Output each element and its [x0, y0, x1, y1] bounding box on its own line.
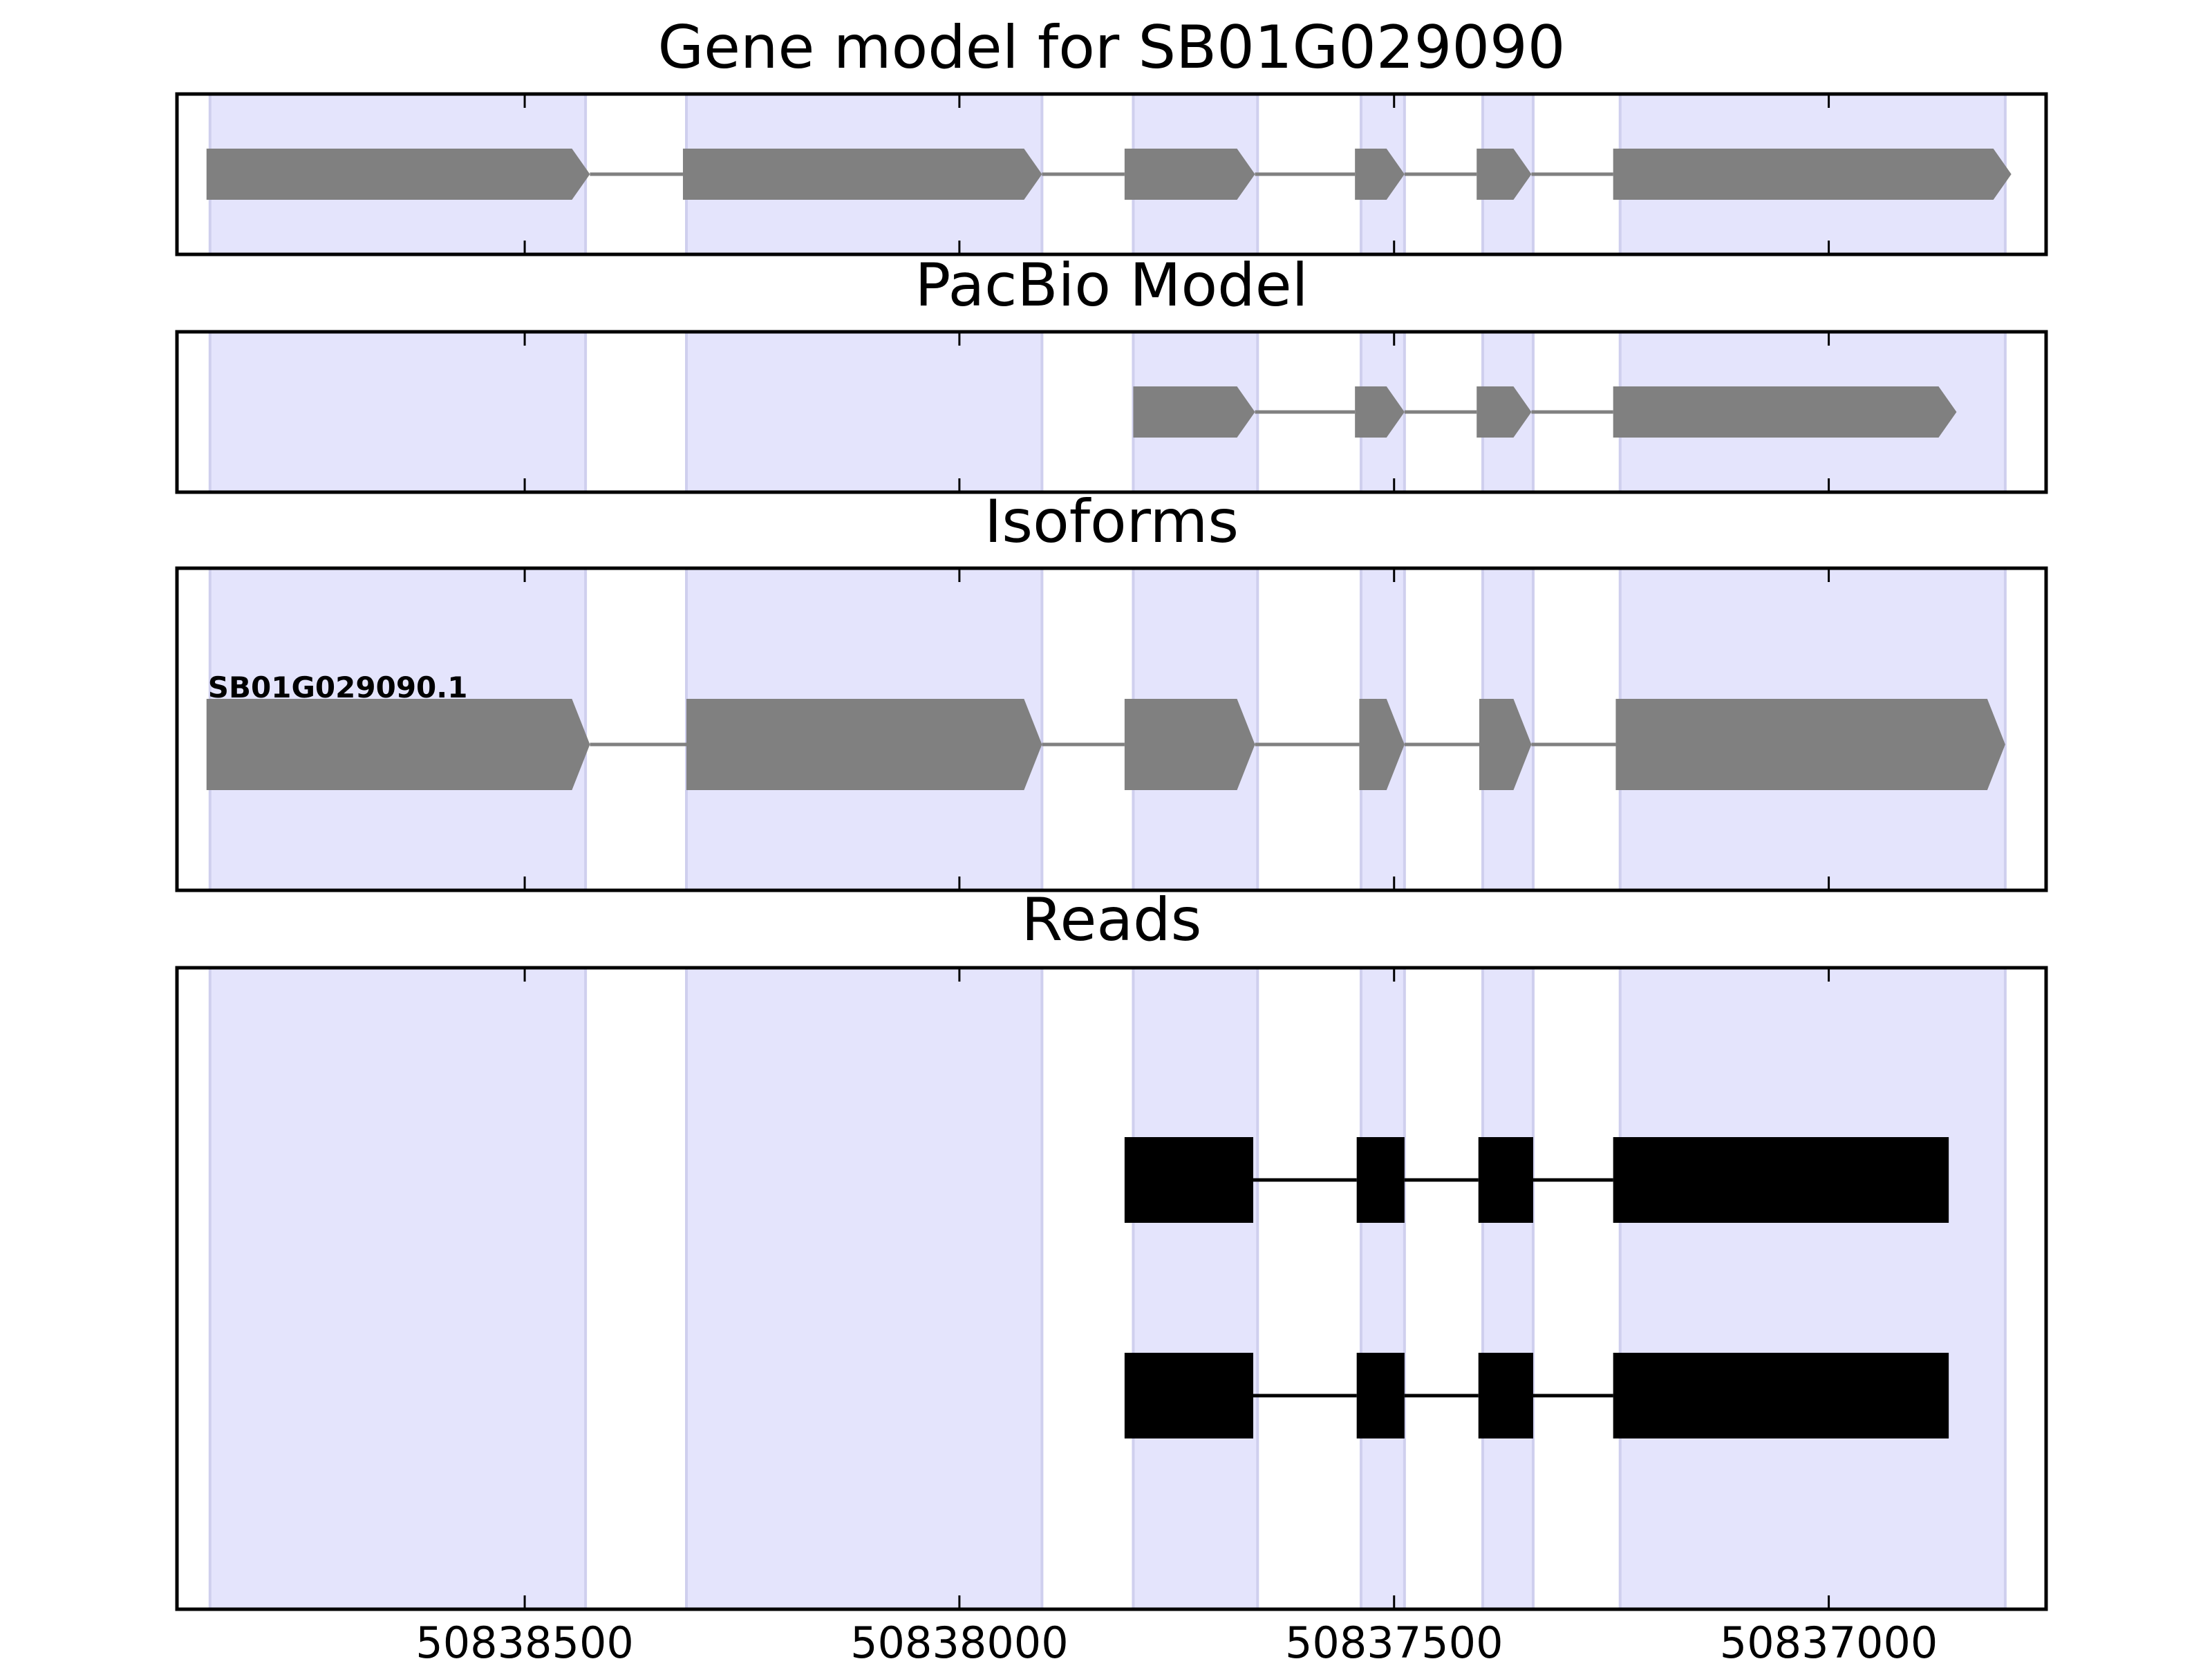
read-exon-block: [1613, 1353, 1949, 1438]
exon-arrow: [206, 699, 590, 790]
exon-region-highlight: [684, 330, 1044, 494]
exon-arrow: [1613, 386, 1957, 438]
exon-arrow: [1477, 149, 1532, 200]
exon-region-highlight: [1481, 966, 1535, 1611]
exon-arrow: [1355, 149, 1405, 200]
x-tick-label: 50837000: [1720, 1618, 1938, 1659]
panel-title: PacBio Model: [915, 251, 1308, 320]
read-exon-block: [1124, 1137, 1254, 1223]
panel-title: Gene model for SB01G029090: [658, 13, 1566, 82]
read-exon-block: [1356, 1137, 1405, 1223]
read-exon-block: [1478, 1353, 1533, 1438]
exon-arrow: [1124, 149, 1255, 200]
exon-region-highlight: [1618, 966, 2007, 1611]
exon-region-highlight: [1132, 966, 1259, 1611]
panel-frame: [175, 566, 2048, 892]
exon-region-highlight: [208, 330, 588, 494]
exon-arrow: [686, 699, 1042, 790]
x-tick-label: 50838000: [850, 1618, 1069, 1659]
exon-arrow: [682, 149, 1042, 200]
x-tick-label: 50837500: [1285, 1618, 1503, 1659]
exon-arrow: [1355, 386, 1405, 438]
exon-arrow: [1133, 386, 1255, 438]
panel-title: Reads: [1022, 885, 1202, 955]
read-exon-block: [1613, 1137, 1949, 1223]
exon-arrow: [1124, 699, 1255, 790]
exon-region-highlight: [208, 966, 588, 1611]
x-tick-label: 50838500: [415, 1618, 634, 1659]
panel-frame: [175, 92, 2048, 256]
isoform-label: SB01G029090.1: [208, 671, 468, 704]
exon-arrow: [1477, 386, 1532, 438]
exon-arrow: [1479, 699, 1532, 790]
exon-region-highlight: [1359, 966, 1406, 1611]
panel-frame: [175, 330, 2048, 494]
read-exon-block: [1478, 1137, 1533, 1223]
exon-arrow: [1613, 149, 2012, 200]
exon-arrow: [206, 149, 590, 200]
exon-arrow: [1359, 699, 1405, 790]
read-exon-block: [1356, 1353, 1405, 1438]
exon-arrow: [1615, 699, 2005, 790]
exon-region-highlight: [684, 966, 1044, 1611]
panel-frame: [175, 966, 2048, 1611]
read-exon-block: [1124, 1353, 1254, 1438]
panel-title: Isoforms: [984, 487, 1239, 556]
